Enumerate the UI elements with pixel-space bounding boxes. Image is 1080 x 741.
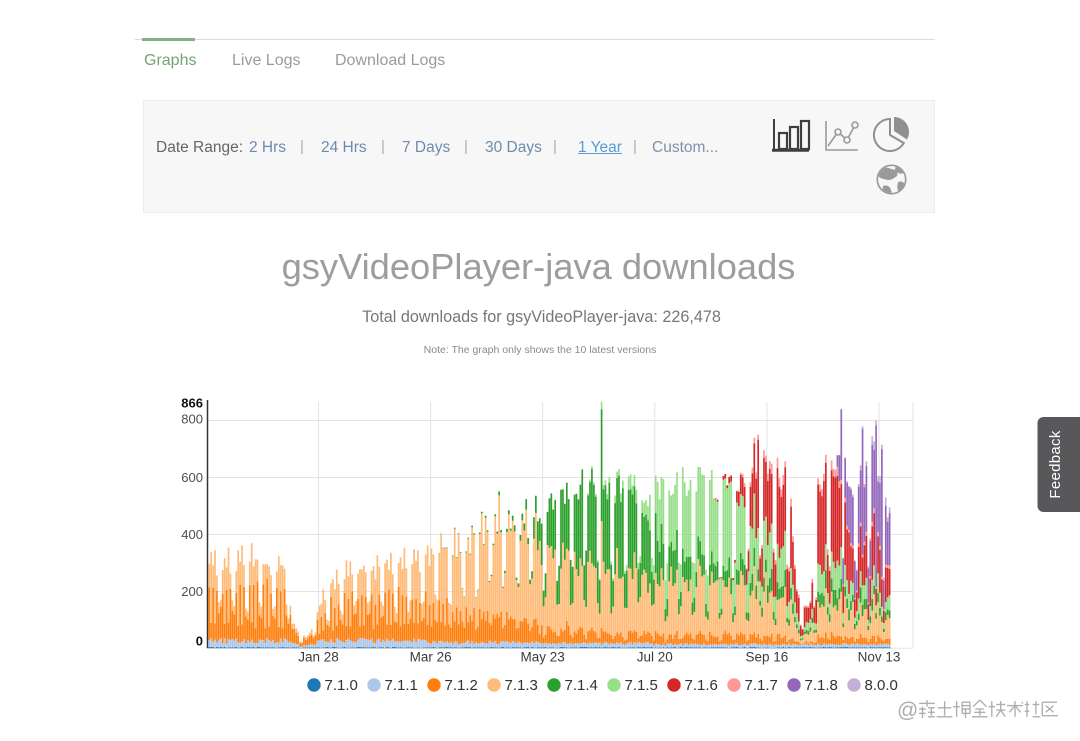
- svg-text:Sep 16: Sep 16: [746, 650, 789, 665]
- svg-text:0: 0: [196, 634, 203, 649]
- svg-text:7.1.0: 7.1.0: [325, 677, 358, 694]
- svg-text:Feedback: Feedback: [1047, 430, 1064, 498]
- svg-text:866: 866: [181, 396, 203, 411]
- svg-text:Jul 20: Jul 20: [637, 650, 673, 665]
- svg-text:8.0.0: 8.0.0: [865, 677, 898, 694]
- svg-text:7.1.5: 7.1.5: [625, 677, 658, 694]
- svg-text:Nov 13: Nov 13: [858, 650, 901, 665]
- svg-text:800: 800: [181, 412, 203, 427]
- svg-text:7.1.2: 7.1.2: [445, 677, 478, 694]
- svg-text:7.1.3: 7.1.3: [505, 677, 538, 694]
- svg-text:600: 600: [181, 470, 203, 485]
- svg-text:7.1.1: 7.1.1: [385, 677, 418, 694]
- svg-text:May 23: May 23: [521, 650, 565, 665]
- svg-text:@: @: [897, 699, 918, 722]
- svg-text:7.1.4: 7.1.4: [565, 677, 598, 694]
- svg-text:Jan 28: Jan 28: [298, 650, 339, 665]
- svg-text:7.1.6: 7.1.6: [685, 677, 718, 694]
- svg-text:400: 400: [181, 527, 203, 542]
- svg-text:200: 200: [181, 584, 203, 599]
- svg-text:Mar 26: Mar 26: [410, 650, 452, 665]
- svg-text:7.1.7: 7.1.7: [745, 677, 778, 694]
- svg-text:7.1.8: 7.1.8: [805, 677, 838, 694]
